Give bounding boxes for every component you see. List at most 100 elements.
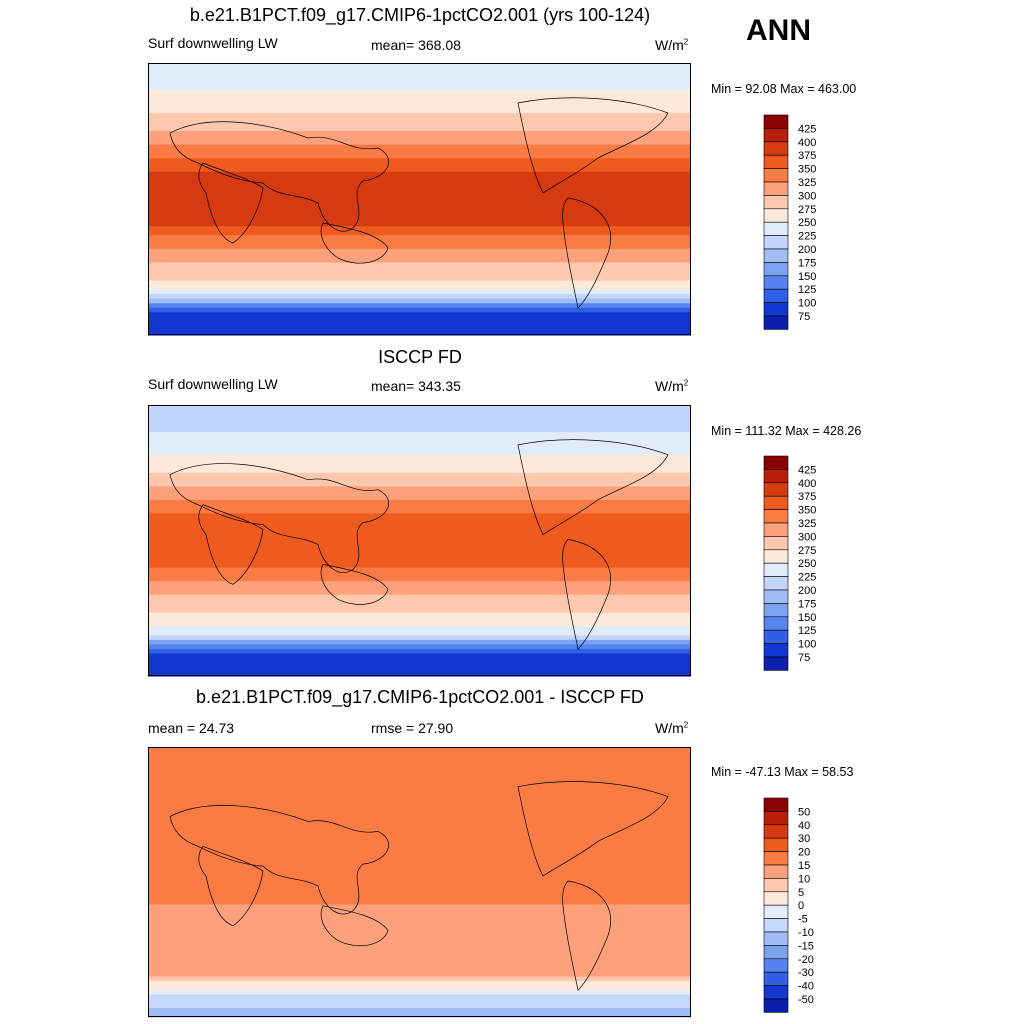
map-band [148,873,691,879]
variable-label: Surf downwelling LW [148,376,278,392]
colorbar-swatch [763,945,789,960]
map-band [148,312,691,318]
map-band [148,895,691,901]
map-band [148,814,691,820]
map-band [148,248,691,254]
colorbar-swatch [763,128,789,143]
map-band [148,662,691,668]
map-band [148,285,691,291]
map-band [148,135,691,141]
colorbar-tick-label: 100 [798,639,816,651]
map-band [148,316,691,322]
map-band [148,913,691,919]
map-band [148,545,691,551]
map-band [148,526,691,533]
colorbar-tick-label: -10 [798,927,814,939]
colorbar-swatch [763,315,789,330]
map-band [148,572,691,578]
panel-title: b.e21.B1PCT.f09_g17.CMIP6-1pctCO2.001 (y… [189,5,651,25]
min-max-label: Min = 111.32 Max = 428.26 [711,424,862,438]
colorbar-swatch [763,824,789,839]
coastline [562,880,611,991]
colorbar-tick-label: 250 [798,217,816,229]
map-band [148,481,691,487]
colorbar-tick-label: 175 [798,598,816,610]
colorbar-tick-label: 200 [798,585,816,597]
units-label: W/m2 [655,720,689,736]
colorbar-swatch [763,482,789,497]
map-band [148,644,691,650]
coastline [198,162,264,244]
map-band [148,976,691,982]
colorbar-tick-label: 30 [798,833,810,845]
map-band [148,801,691,807]
map-band [148,558,691,564]
map-band [148,823,691,829]
map-band [148,747,691,753]
units-label: W/m2 [655,37,689,53]
map-band [148,567,691,573]
map-band [148,450,691,456]
map-band [148,819,691,825]
map-band [148,765,691,771]
map-band [148,666,691,673]
map-band [148,841,691,847]
coastline [562,197,611,309]
colorbar-swatch [763,208,789,223]
coastline [320,222,389,264]
map-band [148,608,691,614]
map-band [148,63,691,69]
map-band [148,657,691,664]
map-band [148,436,691,442]
map-band [148,846,691,852]
map-band [148,1003,691,1009]
map-band [148,176,691,182]
colorbar-swatch [763,509,789,524]
map-band [148,900,691,906]
colorbar-swatch [763,837,789,852]
map-band [148,153,691,159]
map-band [148,103,691,109]
map-band [148,239,691,245]
colorbar-swatch [763,114,789,129]
map-band [148,612,691,618]
colorbar-swatch [763,603,789,618]
map-band [148,909,691,915]
map-band [148,522,691,528]
colorbar-swatch [763,141,789,156]
colorbar-swatch [763,616,789,631]
map-band [148,918,691,924]
colorbar-tick-label: -5 [798,914,808,926]
map-band [148,203,691,209]
colorbar-tick-label: 50 [798,806,810,818]
colorbar-tick-label: 275 [798,204,816,216]
coastlines [169,781,669,991]
map-band [148,257,691,264]
map-band [148,783,691,789]
map-band [148,972,691,978]
map-band [148,621,691,627]
coastline [320,564,389,605]
colorbar-tick-label: 15 [798,860,810,872]
coastline [517,781,669,877]
map-frame [148,405,691,676]
map-band [148,262,691,268]
map-band [148,472,691,478]
map-band [148,648,691,655]
colorbar-tick-label: 125 [798,625,816,637]
map-band [148,486,691,492]
map-band [148,603,691,609]
map-band [148,904,691,910]
map-band [148,590,691,596]
map-band [148,837,691,843]
map-band [148,140,691,146]
map-band [148,208,691,214]
map-band [148,180,691,186]
map-band [148,1008,691,1014]
coastline [320,905,389,947]
colorbar-tick-label: -50 [798,994,814,1006]
colorbar-tick-label: 100 [798,298,816,310]
colorbar-tick-label: 325 [798,177,816,189]
